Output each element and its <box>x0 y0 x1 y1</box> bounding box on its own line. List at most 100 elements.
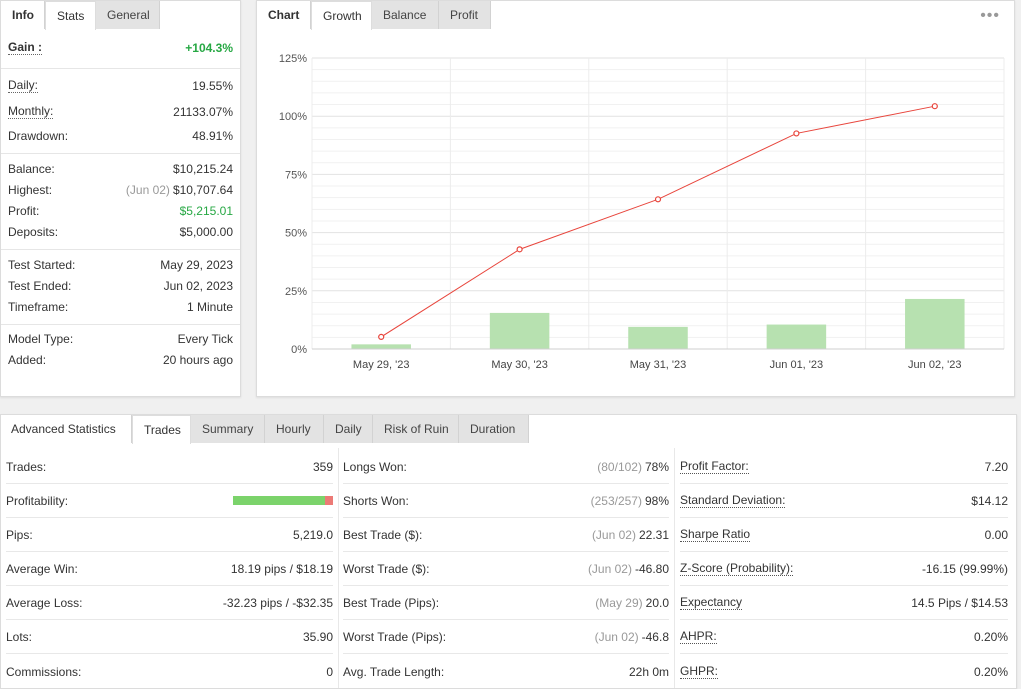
highest-value-wrap: (Jun 02) $10,707.64 <box>126 183 233 197</box>
profitability-row: Profitability: <box>6 484 333 518</box>
standard-deviation-label[interactable]: Standard Deviation: <box>680 492 786 508</box>
test-started-value: May 29, 2023 <box>160 258 233 272</box>
highest-value: $10,707.64 <box>172 183 233 197</box>
tab-daily[interactable]: Daily <box>324 415 373 443</box>
growth-point <box>793 130 800 137</box>
bar-mark <box>905 298 965 349</box>
y-tick-label: 0% <box>291 344 307 356</box>
y-tick-label: 75% <box>285 169 307 181</box>
longs-won-row: Longs Won: (80/102) 78% <box>343 450 669 484</box>
worst-trade-usd-label: Worst Trade ($): <box>343 561 430 576</box>
worst-trade-pips-row: Worst Trade (Pips): (Jun 02) -46.8 <box>343 620 669 654</box>
x-tick-label: May 31, '23 <box>630 359 687 371</box>
growth-point <box>516 246 523 253</box>
lots-label: Lots: <box>6 629 33 644</box>
ahpr-label[interactable]: AHPR: <box>680 628 717 644</box>
tab-duration[interactable]: Duration <box>459 415 529 443</box>
best-trade-pips-label: Best Trade (Pips): <box>343 595 440 610</box>
worst-trade-usd-row: Worst Trade ($): (Jun 02) -46.80 <box>343 552 669 586</box>
ghpr-label[interactable]: GHPR: <box>680 664 719 679</box>
tab-advanced-statistics[interactable]: Advanced Statistics <box>1 415 132 443</box>
longs-won-count: (80/102) <box>597 459 642 474</box>
deposits-row: Deposits: $5,000.00 <box>8 223 233 241</box>
bar-mark <box>628 326 688 349</box>
timeframe-row: Timeframe: 1 Minute <box>8 298 233 316</box>
tab-profit[interactable]: Profit <box>439 1 491 29</box>
highest-date: (Jun 02) <box>125 183 170 197</box>
chart-panel: 0% 25% 50% 75% 100% 125% May 29, '23 May 30, '2… <box>256 0 1015 397</box>
tab-stats[interactable]: Stats <box>45 1 96 30</box>
sharpe-ratio-row: Sharpe Ratio 0.00 <box>680 518 1008 552</box>
x-tick-label: May 29, '23 <box>353 359 410 371</box>
test-started-label: Test Started: <box>8 258 76 272</box>
highest-label: Highest: <box>8 183 53 197</box>
added-row: Added: 20 hours ago <box>8 351 233 369</box>
worst-trade-pips-value-wrap: (Jun 02) -46.8 <box>595 630 669 644</box>
gain-row: Gain : +104.3% <box>8 39 233 57</box>
tab-trades[interactable]: Trades <box>132 415 191 444</box>
standard-deviation-row: Standard Deviation: $14.12 <box>680 484 1008 518</box>
timeframe-value: 1 Minute <box>186 300 233 314</box>
gain-label[interactable]: Gain : <box>8 40 43 55</box>
best-trade-pips-date: (May 29) <box>595 595 643 610</box>
longs-won-value: 78% <box>644 459 669 474</box>
tab-balance[interactable]: Balance <box>372 1 439 29</box>
y-tick-label: 25% <box>285 286 307 298</box>
y-tick-label: 50% <box>285 228 307 240</box>
avg-trade-length-row: Avg. Trade Length: 22h 0m <box>343 655 669 689</box>
avg-trade-length-label: Avg. Trade Length: <box>343 665 445 679</box>
tab-info[interactable]: Info <box>1 1 45 29</box>
best-trade-usd-value-wrap: (Jun 02) 22.31 <box>592 528 669 542</box>
tab-chart[interactable]: Chart <box>257 1 311 29</box>
tab-hourly[interactable]: Hourly <box>265 415 324 443</box>
test-ended-label: Test Ended: <box>8 279 72 293</box>
profitability-bar <box>233 496 333 505</box>
commissions-label: Commissions: <box>6 665 82 679</box>
z-score-label[interactable]: Z-Score (Probability): <box>680 560 794 576</box>
pips-value: 5,219.0 <box>292 527 333 542</box>
y-tick-label: 100% <box>279 111 307 123</box>
monthly-row: Monthly: 21133.07% <box>8 103 233 121</box>
commissions-row: Commissions: 0 <box>6 655 333 689</box>
tab-general[interactable]: General <box>96 1 160 29</box>
x-tick-label: Jun 02, '23 <box>908 359 961 371</box>
info-panel: Info Stats General Gain : +104.3% Daily:… <box>0 0 241 397</box>
balance-row: Balance: $10,215.24 <box>8 160 233 178</box>
growth-point <box>654 196 662 203</box>
standard-deviation-value: $14.12 <box>971 493 1008 508</box>
y-tick-label: 125% <box>279 53 307 65</box>
daily-row: Daily: 19.55% <box>8 77 233 95</box>
monthly-label[interactable]: Monthly: <box>8 104 54 119</box>
balance-value: $10,215.24 <box>172 162 233 176</box>
daily-label[interactable]: Daily: <box>8 78 39 93</box>
ghpr-value: 0.20% <box>973 665 1008 679</box>
lots-value: 35.90 <box>302 629 333 644</box>
longs-won-label: Longs Won: <box>343 459 407 474</box>
bar-mark <box>351 344 411 349</box>
shorts-won-count: (253/257) <box>590 493 642 508</box>
average-loss-value: -32.23 pips / -$32.35 <box>222 595 333 610</box>
model-type-row: Model Type: Every Tick <box>8 330 233 348</box>
trades-row: Trades: 359 <box>6 450 333 484</box>
sharpe-ratio-value: 0.00 <box>984 527 1008 542</box>
longs-won-value-wrap: (80/102) 78% <box>597 460 669 474</box>
ghpr-row: GHPR: 0.20% <box>680 655 1008 689</box>
profit-factor-label[interactable]: Profit Factor: <box>680 458 749 474</box>
chart-tabs: Chart Growth Balance Profit <box>257 1 491 31</box>
average-loss-label: Average Loss: <box>6 595 83 610</box>
expectancy-label[interactable]: Expectancy <box>680 594 743 610</box>
tab-summary[interactable]: Summary <box>191 415 265 443</box>
chart-menu-icon[interactable]: ••• <box>980 7 1000 24</box>
x-tick-label: Jun 01, '23 <box>770 359 823 371</box>
profit-row: Profit: $5,215.01 <box>8 202 233 220</box>
profit-factor-row: Profit Factor: 7.20 <box>680 450 1008 484</box>
tab-growth[interactable]: Growth <box>311 1 372 30</box>
tab-risk-of-ruin[interactable]: Risk of Ruin <box>373 415 459 443</box>
profit-label: Profit: <box>8 204 40 218</box>
drawdown-value: 48.91% <box>192 129 233 143</box>
shorts-won-value: 98% <box>644 493 669 508</box>
sharpe-ratio-label[interactable]: Sharpe Ratio <box>680 526 751 542</box>
z-score-row: Z-Score (Probability): -16.15 (99.99%) <box>680 552 1008 586</box>
commissions-value: 0 <box>326 665 333 679</box>
monthly-value: 21133.07% <box>173 105 233 119</box>
